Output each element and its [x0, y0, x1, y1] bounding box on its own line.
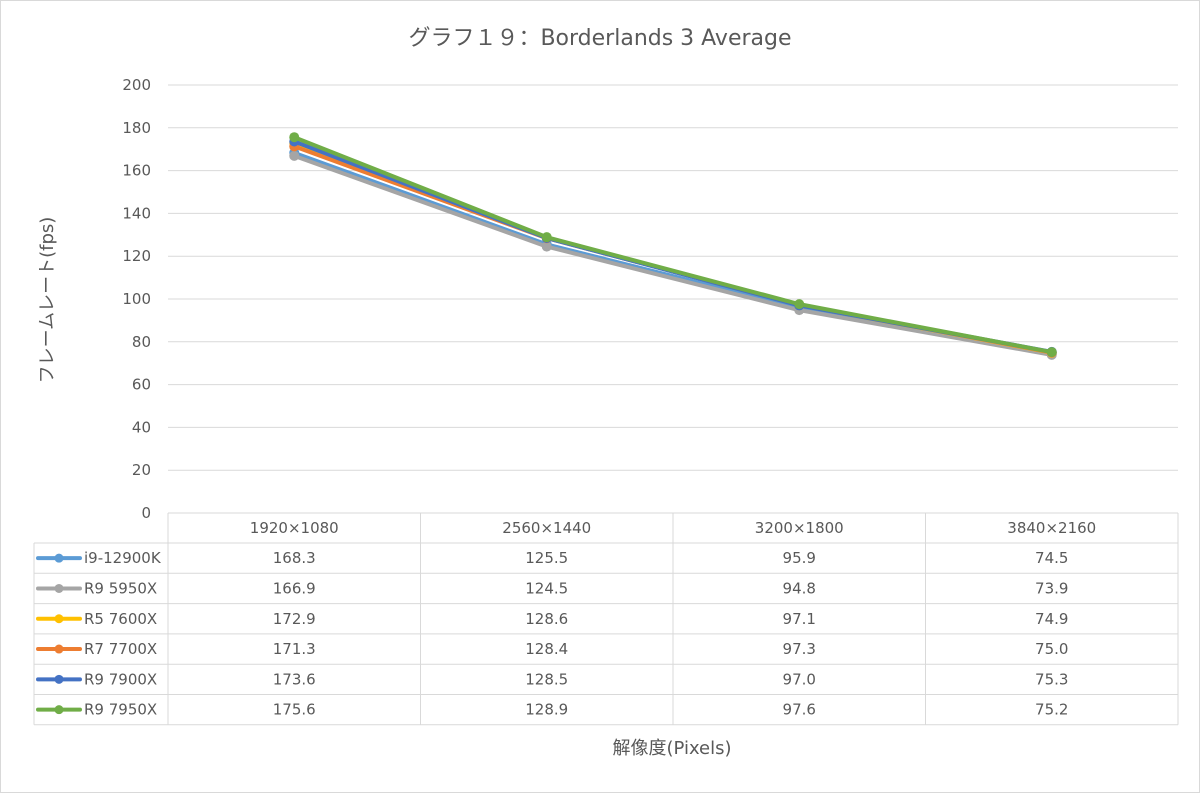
table-value-cell: 128.4	[525, 640, 568, 658]
data-point	[794, 299, 805, 310]
series-line	[292, 153, 1054, 357]
y-tick-label: 120	[122, 247, 151, 265]
legend-series-name: i9-12900K	[84, 549, 162, 567]
table-value-cell: 97.3	[783, 640, 816, 658]
y-tick-label: 0	[141, 504, 151, 522]
legend-series-name: R9 7950X	[84, 701, 157, 719]
table-value-cell: 166.9	[273, 579, 316, 597]
table-value-cell: 75.2	[1035, 701, 1068, 719]
table-value-cell: 173.6	[273, 670, 316, 688]
data-table: 1920×1080 2560×1440 3200×1800 3840×2160 i9-1…	[33, 512, 1179, 726]
table-value-cell: 128.6	[525, 610, 568, 628]
y-tick-label: 80	[132, 333, 151, 351]
table-value-cell: 74.9	[1035, 610, 1068, 628]
y-tick-label: 200	[122, 76, 151, 94]
y-tick-label: 180	[122, 119, 151, 137]
chart-title: グラフ１９：Borderlands 3 Average	[408, 26, 791, 51]
table-value-cell: 97.6	[783, 701, 816, 719]
legend-series-name: R9 7900X	[84, 670, 157, 688]
legend-series-name: R5 7600X	[84, 610, 157, 628]
table-value-cell: 75.3	[1035, 670, 1068, 688]
legend-key-marker	[54, 674, 64, 684]
y-tick-label: 160	[122, 162, 151, 180]
data-point	[541, 232, 552, 243]
series-lines	[289, 132, 1057, 360]
table-value-cell: 125.5	[525, 549, 568, 567]
legend-key-marker	[54, 705, 64, 715]
series-line	[292, 135, 1054, 355]
table-value-cell: 128.9	[525, 701, 568, 719]
x-category-label: 2560×1440	[502, 519, 591, 537]
y-tick-label: 140	[122, 204, 151, 222]
table-value-cell: 175.6	[273, 701, 316, 719]
table-value-cell: 97.0	[783, 670, 816, 688]
data-point	[289, 132, 300, 143]
y-tick-label: 40	[132, 418, 151, 436]
series-group	[289, 132, 1057, 358]
table-value-cell: 171.3	[273, 640, 316, 658]
y-axis-title: フレームレート(fps)	[37, 217, 58, 384]
table-value-cell: 124.5	[525, 579, 568, 597]
table-value-cell: 75.0	[1035, 640, 1068, 658]
legend-series-name: R7 7700X	[84, 640, 157, 658]
legend-key-marker	[54, 614, 64, 624]
y-tick-label: 20	[132, 461, 151, 479]
y-axis-ticks: 0 20 40 60 80 100 120 140 160 180 200	[122, 76, 151, 522]
legend-key-marker	[54, 553, 64, 563]
gridlines	[168, 84, 1178, 471]
data-point	[289, 150, 300, 161]
table-value-cell: 95.9	[783, 549, 816, 567]
legend-key-marker	[54, 644, 64, 654]
x-category-label: 3200×1800	[755, 519, 844, 537]
x-category-label: 1920×1080	[250, 519, 339, 537]
table-value-cell: 74.5	[1035, 549, 1068, 567]
table-value-cell: 94.8	[783, 579, 816, 597]
legend-series-name: R9 5950X	[84, 579, 157, 597]
data-point	[1046, 347, 1057, 358]
table-value-cell: 128.5	[525, 670, 568, 688]
x-category-label: 3840×2160	[1007, 519, 1096, 537]
data-point	[541, 241, 552, 252]
table-value-cell: 97.1	[783, 610, 816, 628]
y-tick-label: 100	[122, 290, 151, 308]
table-value-cell: 73.9	[1035, 579, 1068, 597]
y-tick-label: 60	[132, 376, 151, 394]
legend-key-marker	[54, 583, 64, 593]
table-value-cell: 168.3	[273, 549, 316, 567]
x-axis-title: 解像度(Pixels)	[612, 738, 731, 759]
table-value-cell: 172.9	[273, 610, 316, 628]
